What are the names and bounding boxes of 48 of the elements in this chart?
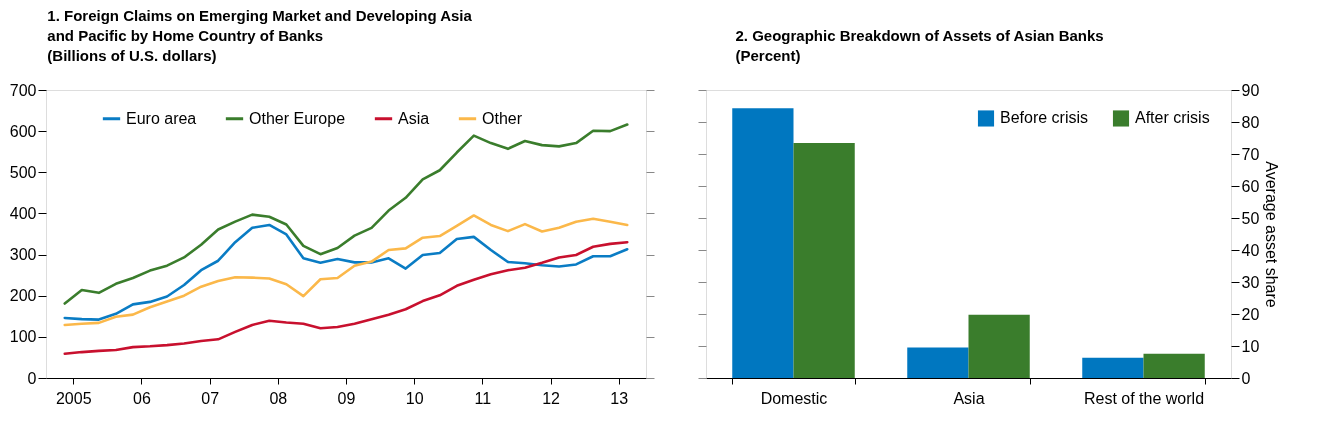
x-tick-label: Domestic (760, 389, 828, 407)
y-tick-label: 50 (1241, 209, 1260, 227)
legend-label: Euro area (126, 109, 197, 127)
x-tick-label: 2005 (55, 389, 92, 407)
y-tick-label: 0 (27, 369, 37, 387)
bar (732, 108, 794, 378)
y-tick-label: 700 (9, 81, 37, 99)
x-tick-label: Rest of the world (1083, 389, 1205, 407)
y-tick-label: 0 (1241, 369, 1251, 387)
line-series (63, 240, 629, 356)
y-tick-label: 20 (1241, 305, 1260, 323)
legend-label: Other Europe (249, 109, 346, 127)
y-tick-label: 80 (1241, 113, 1260, 131)
x-tick-label: 13 (610, 389, 629, 407)
bar (968, 314, 1030, 378)
y-tick-label: 60 (1241, 177, 1260, 195)
x-tick-label: 09 (337, 389, 356, 407)
chart-subtitle: (Billions of U.S. dollars) (47, 47, 217, 64)
chart-title: 1. Foreign Claims on Emerging Market and Developing Asia and Pacific by Home Country of Banks (47, 7, 473, 44)
bar (1143, 353, 1205, 378)
y-tick-label: 300 (9, 246, 37, 264)
legend-label: After crisis (1135, 109, 1210, 127)
x-tick-label: 07 (201, 389, 220, 407)
y-tick-label: 10 (1241, 337, 1260, 355)
y-tick-label: 30 (1241, 273, 1260, 291)
chart-subtitle: (Percent) (735, 47, 801, 64)
legend-label: Before crisis (1000, 109, 1089, 127)
x-tick-label: 08 (269, 389, 288, 407)
bar (1082, 357, 1144, 378)
bar (793, 143, 855, 378)
chart-title: 2. Geographic Breakdown of Assets of Asian Banks (735, 27, 1104, 44)
y-tick-label: 70 (1241, 145, 1260, 163)
x-tick-label: 11 (474, 389, 492, 407)
legend-label: Asia (398, 109, 430, 127)
y-tick-label: 100 (9, 328, 37, 346)
x-tick-label: 06 (133, 389, 151, 407)
y-tick-label: 400 (9, 204, 37, 222)
x-tick-label: 10 (405, 389, 424, 407)
y-tick-label: 200 (9, 287, 37, 305)
y-tick-label: 90 (1241, 81, 1260, 99)
x-tick-label: 12 (542, 389, 561, 407)
y-tick-label: 500 (9, 163, 37, 181)
bar (907, 347, 969, 378)
y-axis-title: Average asset share (1263, 161, 1281, 308)
y-tick-label: 40 (1241, 241, 1260, 259)
y-tick-label: 600 (9, 122, 37, 140)
x-tick-label: Asia (953, 389, 985, 407)
legend-label: Other (482, 109, 523, 127)
